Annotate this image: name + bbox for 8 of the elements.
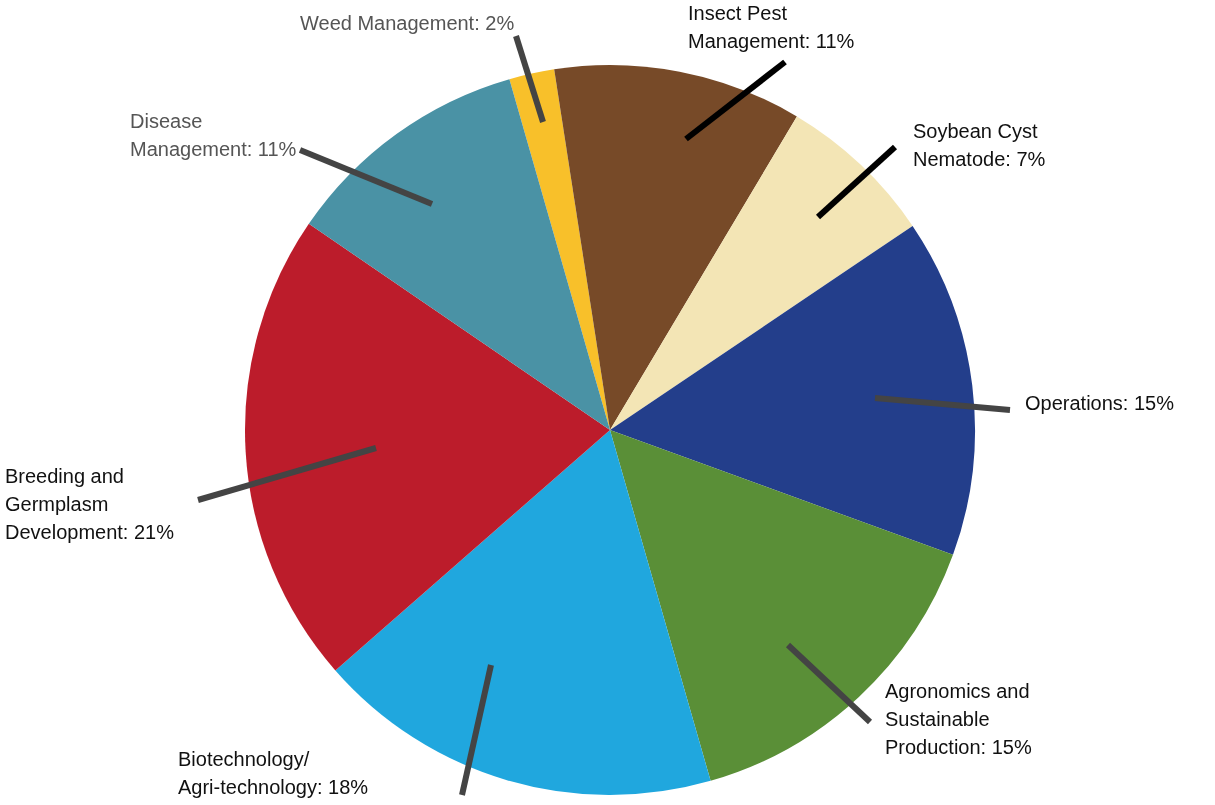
slice-label: Weed Management: 2% (300, 11, 515, 34)
slice-label: Disease Management: 11% (130, 109, 297, 160)
slice-label: Breeding and Germplasm Development: 21% (5, 464, 175, 543)
slice-label: Soybean Cyst Nematode: 7% (913, 119, 1046, 170)
slice-label: Insect Pest Management: 11% (688, 1, 855, 52)
slice-label: Operations: 15% (1025, 391, 1175, 414)
slice-label: Biotechnology/ Agri-technology: 18% (178, 747, 369, 798)
slice-label: Agronomics and Sustainable Production: 15% (885, 679, 1032, 758)
